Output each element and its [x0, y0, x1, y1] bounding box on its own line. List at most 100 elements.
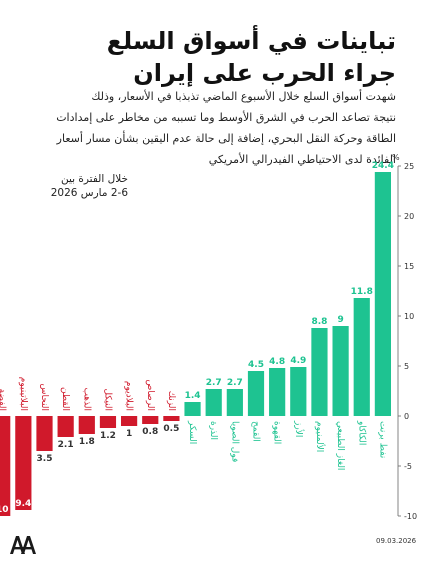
- category-label-text: القطن: [60, 387, 70, 411]
- value-label: 8.8: [311, 317, 327, 327]
- subtitle-line-2: نتيجة تصاعد الحرب في الشرق الأوسط وما تس…: [56, 111, 396, 124]
- category-label-text: نفط برنت: [377, 421, 387, 458]
- y-tick-label: 25: [404, 162, 414, 171]
- value-label: 1: [126, 429, 132, 439]
- value-label: 4.8: [269, 357, 285, 367]
- value-label: 3.5: [37, 454, 53, 464]
- value-label: 9.4: [15, 499, 31, 509]
- bar: [99, 416, 117, 428]
- bar: [269, 368, 286, 416]
- subtitle-line-1: شهدت أسواق السلع خلال الأسبوع الماضي تذب…: [91, 90, 396, 103]
- category-label: الكاكاو: [356, 420, 366, 445]
- category-label: النيكل: [102, 389, 112, 411]
- bar: [121, 416, 138, 426]
- bar: [15, 416, 32, 510]
- y-tick-label: 20: [404, 212, 414, 221]
- category-label: البلاديوم: [124, 381, 134, 411]
- value-label: 2.7: [206, 378, 222, 388]
- bar: [247, 371, 265, 416]
- period-note: خلال الفترة بين 2-6 مارس 2026: [18, 172, 128, 200]
- category-label: الرصاص: [145, 380, 155, 411]
- value-label: 0.8: [142, 427, 158, 437]
- value-label: 4.9: [290, 356, 306, 366]
- bar: [163, 416, 180, 421]
- subtitle-line-4: الفائدة لدى الاحتياطي الفيدرالي الأمريكي: [208, 153, 396, 166]
- period-dates: 2-6 مارس 2026: [50, 187, 128, 199]
- bar: [374, 172, 391, 416]
- category-label-text: السكر: [187, 420, 197, 444]
- category-label: القمح: [251, 421, 261, 442]
- value-label: 11.8: [351, 287, 373, 297]
- category-label: القهوة: [272, 421, 282, 444]
- category-label-text: الزنك: [166, 391, 176, 411]
- category-label-text: الرصاص: [145, 380, 155, 411]
- y-axis: -10 -5 0 5 10 15 20 25%: [392, 153, 417, 521]
- bar: [205, 389, 222, 416]
- category-label-text: القمح: [251, 421, 261, 442]
- category-label: الغاز الطبيعي: [335, 421, 345, 470]
- category-label: الفضة: [0, 389, 7, 411]
- subtitle-line-3: الطاقة وحركة النقل البحري، إضافة إلى حال…: [56, 132, 396, 145]
- bar: [332, 326, 349, 416]
- category-label-text: القهوة: [272, 421, 282, 444]
- category-label-text: الكاكاو: [356, 420, 366, 445]
- y-tick-label: 0: [404, 412, 409, 421]
- y-tick-label: 10: [404, 312, 414, 321]
- category-label-text: فول الصويا: [229, 421, 239, 462]
- value-label: 0.5: [163, 424, 179, 434]
- value-label: 2.7: [227, 378, 243, 388]
- value-label: 4.5: [248, 360, 264, 370]
- category-label: القطن: [60, 387, 70, 411]
- bar: [311, 328, 328, 416]
- category-label-text: البلاديوم: [124, 381, 134, 411]
- category-label-text: الذرة: [208, 421, 218, 440]
- category-label: البلاتينيوم: [18, 377, 28, 411]
- value-label: 24.4: [372, 161, 394, 171]
- category-label-text: النيكل: [102, 389, 112, 411]
- page-title-line-1: تباينات في أسواق السلع: [106, 27, 396, 55]
- bar: [36, 416, 53, 451]
- subtitle: شهدت أسواق السلع خلال الأسبوع الماضي تذب…: [16, 86, 396, 170]
- category-label: الأرز: [293, 420, 305, 437]
- category-label-text: الذهب: [81, 387, 91, 411]
- bar: [78, 416, 95, 434]
- category-label: الذرة: [208, 421, 218, 440]
- category-label: فول الصويا: [229, 421, 239, 462]
- category-label-text: الألمنيوم: [314, 421, 326, 452]
- bar: [353, 298, 370, 416]
- y-tick-label: 15: [404, 262, 414, 271]
- value-label: 1.4: [185, 391, 201, 401]
- aa-logo-icon: [10, 536, 36, 554]
- value-label: 1.2: [100, 431, 116, 441]
- y-tick-label: 5: [404, 362, 409, 371]
- category-label: الألمنيوم: [314, 421, 326, 452]
- bar: [226, 389, 243, 416]
- value-label: 10: [0, 505, 8, 515]
- category-label-text: الفضة: [0, 389, 7, 411]
- period-label: خلال الفترة بين: [60, 173, 128, 185]
- category-label-text: البلاتينيوم: [18, 377, 28, 411]
- category-label: النحاس: [39, 384, 49, 412]
- value-label: 2.1: [58, 440, 74, 450]
- footer-date: 09.03.2026: [376, 537, 417, 545]
- bar: [184, 402, 201, 416]
- bar: [57, 416, 74, 437]
- category-label: نفط برنت: [377, 421, 387, 458]
- category-label-text: الأرز: [293, 420, 305, 437]
- category-label-text: النحاس: [39, 384, 49, 412]
- category-label: السكر: [187, 420, 197, 444]
- bar: [142, 416, 159, 424]
- category-label: الزنك: [166, 391, 176, 411]
- category-label: الذهب: [81, 387, 91, 411]
- y-axis-unit: %: [392, 153, 400, 162]
- bar: [0, 416, 11, 516]
- bar: [290, 367, 307, 416]
- value-label: 9: [337, 315, 343, 325]
- y-tick-label: -10: [404, 512, 417, 521]
- value-label: 1.8: [79, 437, 95, 447]
- category-label-text: الغاز الطبيعي: [335, 421, 345, 470]
- page-title-line-2: جراء الحرب على إيران: [133, 59, 396, 87]
- y-tick-label: -5: [404, 462, 412, 471]
